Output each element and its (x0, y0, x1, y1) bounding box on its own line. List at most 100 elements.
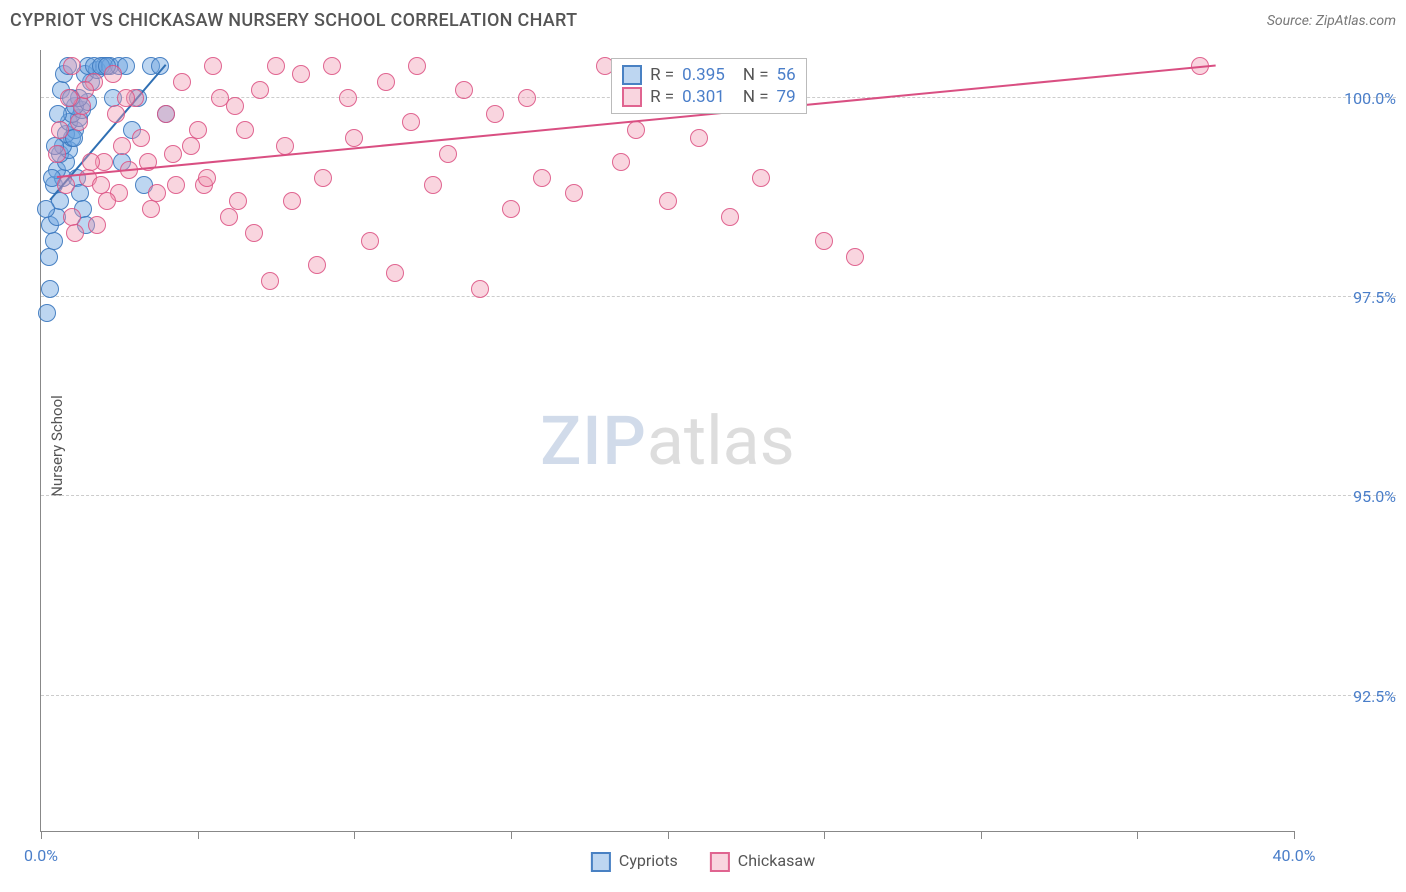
chart-title: CYPRIOT VS CHICKASAW NURSERY SCHOOL CORR… (10, 10, 577, 31)
gridline (41, 296, 1396, 297)
data-point (627, 121, 645, 139)
data-point (345, 129, 363, 147)
data-point (38, 304, 56, 322)
data-point (132, 129, 150, 147)
data-point (533, 169, 551, 187)
data-point (276, 137, 294, 155)
data-point (104, 65, 122, 83)
data-point (261, 272, 279, 290)
data-point (107, 105, 125, 123)
data-point (323, 57, 341, 75)
data-point (518, 89, 536, 107)
legend-label: Cypriots (619, 851, 678, 870)
data-point (402, 113, 420, 131)
x-tick (198, 831, 199, 839)
gridline (41, 695, 1396, 696)
data-point (148, 184, 166, 202)
legend-swatch (591, 852, 611, 872)
data-point (815, 232, 833, 250)
n-value: 56 (777, 65, 796, 85)
gridline (41, 495, 1396, 496)
chart-area: ZIPatlas 92.5%95.0%97.5%100.0%0.0%40.0%R… (40, 50, 1294, 832)
data-point (164, 145, 182, 163)
data-point (48, 145, 66, 163)
data-point (98, 192, 116, 210)
stats-box: R =0.395N =56R =0.301N =79 (611, 58, 807, 114)
data-point (565, 184, 583, 202)
x-tick-label: 40.0% (1273, 846, 1316, 865)
source-label: Source: ZipAtlas.com (1267, 13, 1396, 29)
series-swatch (622, 65, 642, 85)
legend-item: Chickasaw (710, 851, 815, 872)
data-point (70, 113, 88, 131)
data-point (236, 121, 254, 139)
r-value: 0.301 (682, 87, 725, 107)
x-tick (981, 831, 982, 839)
data-point (690, 129, 708, 147)
data-point (173, 73, 191, 91)
x-tick (1137, 831, 1138, 839)
data-point (659, 192, 677, 210)
legend: Cypriots Chickasaw (591, 851, 815, 872)
data-point (157, 105, 175, 123)
data-point (267, 57, 285, 75)
data-point (220, 208, 238, 226)
data-point (82, 153, 100, 171)
r-value: 0.395 (682, 65, 725, 85)
stats-row: R =0.301N =79 (622, 87, 796, 107)
y-tick-label: 92.5% (1304, 687, 1396, 706)
data-point (361, 232, 379, 250)
watermark: ZIPatlas (540, 401, 795, 481)
plot-region: ZIPatlas 92.5%95.0%97.5%100.0%0.0%40.0%R… (40, 50, 1294, 832)
data-point (455, 81, 473, 99)
data-point (424, 176, 442, 194)
data-point (142, 200, 160, 218)
n-value: 79 (777, 87, 796, 107)
data-point (63, 57, 81, 75)
data-point (339, 89, 357, 107)
data-point (37, 200, 55, 218)
data-point (292, 65, 310, 83)
data-point (251, 81, 269, 99)
x-tick (511, 831, 512, 839)
data-point (117, 89, 135, 107)
data-point (502, 200, 520, 218)
data-point (182, 137, 200, 155)
data-point (471, 280, 489, 298)
y-tick-label: 97.5% (1304, 288, 1396, 307)
x-tick (1294, 831, 1295, 839)
x-tick (41, 831, 42, 839)
data-point (88, 216, 106, 234)
data-point (41, 280, 59, 298)
y-tick-label: 100.0% (1304, 89, 1396, 108)
data-point (283, 192, 301, 210)
data-point (66, 224, 84, 242)
legend-label: Chickasaw (738, 851, 815, 870)
data-point (198, 169, 216, 187)
data-point (846, 248, 864, 266)
data-point (408, 57, 426, 75)
x-tick (354, 831, 355, 839)
data-point (752, 169, 770, 187)
y-tick-label: 95.0% (1304, 487, 1396, 506)
data-point (226, 97, 244, 115)
legend-item: Cypriots (591, 851, 678, 872)
data-point (51, 121, 69, 139)
data-point (612, 153, 630, 171)
series-swatch (622, 87, 642, 107)
stats-row: R =0.395N =56 (622, 65, 796, 85)
data-point (486, 105, 504, 123)
data-point (308, 256, 326, 274)
data-point (229, 192, 247, 210)
data-point (113, 137, 131, 155)
data-point (92, 176, 110, 194)
data-point (245, 224, 263, 242)
legend-swatch (710, 852, 730, 872)
data-point (377, 73, 395, 91)
x-tick-label: 0.0% (24, 846, 58, 865)
data-point (45, 232, 63, 250)
x-tick (668, 831, 669, 839)
x-tick (824, 831, 825, 839)
data-point (57, 176, 75, 194)
data-point (76, 81, 94, 99)
